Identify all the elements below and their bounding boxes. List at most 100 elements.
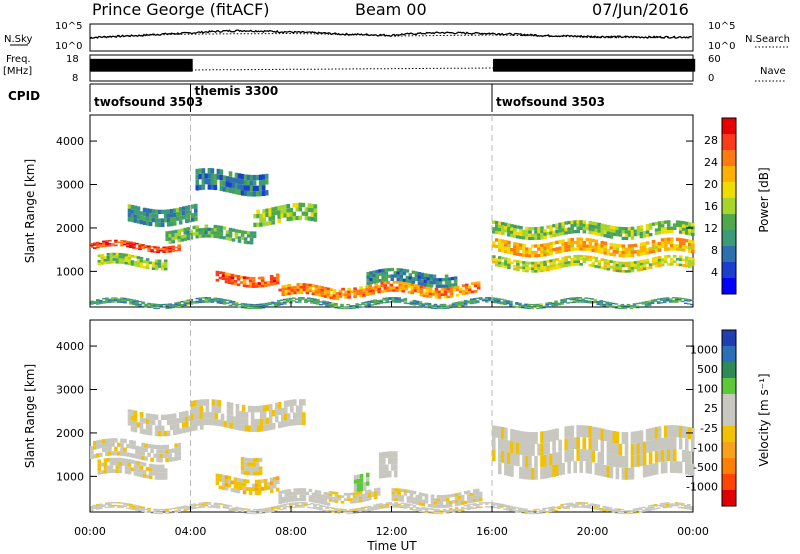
heatmap-cell [198,300,203,302]
heatmap-cell [440,290,445,294]
heatmap-cell [555,464,559,477]
heatmap-cell [382,504,387,506]
heatmap-cell [129,244,133,247]
heatmap-cell [439,498,444,502]
colorbar-tick-label: 8 [711,244,718,257]
heatmap-cell [326,492,331,496]
heatmap-cell [105,300,109,302]
heatmap-cell [564,242,568,246]
heatmap-cell [346,498,351,501]
heatmap-cell [263,284,268,287]
heatmap-cell [364,301,368,303]
heatmap-cell [409,496,414,501]
heatmap-cell [516,249,520,253]
heatmap-cell [394,506,399,508]
heatmap-cell [662,503,667,506]
heatmap-cell [390,277,395,281]
heatmap-cell [463,500,468,505]
heatmap-cell [165,246,169,248]
heatmap-cell [305,291,310,295]
heatmap-cell [115,469,120,473]
heatmap-cell [674,502,679,504]
heatmap-cell [207,227,212,231]
heatmap-cell [375,269,379,274]
heatmap-cell [478,503,483,506]
heatmap-cell [498,245,502,249]
heatmap-cell [192,504,197,507]
heatmap-cell [656,507,661,509]
colorbar-swatch [722,278,736,295]
heatmap-cell [153,306,157,308]
heatmap-cell [188,415,192,421]
heatmap-cell [605,506,610,508]
heatmap-cell [112,461,117,466]
heatmap-cell [570,263,574,267]
heatmap-cell [147,507,151,510]
heatmap-cell [449,286,454,290]
heatmap-cell [222,236,227,240]
heatmap-cell [591,426,596,439]
heatmap-cell [314,293,319,296]
heatmap-cell [191,213,195,218]
heatmap-cell [492,255,496,258]
heatmap-cell [507,266,511,269]
heatmap-cell [581,301,585,303]
heatmap-cell [561,259,565,263]
heatmap-cell [602,510,607,512]
heatmap-cell [313,506,317,508]
heatmap-cell [522,247,526,251]
heatmap-cell [210,227,215,232]
heatmap-cell [681,241,686,246]
heatmap-cell [691,229,695,233]
heatmap-cell [286,212,291,217]
heatmap-cell [274,206,278,211]
heatmap-cell [425,286,430,290]
heatmap-cell [491,502,495,504]
heatmap-cell [278,500,282,504]
heatmap-cell [314,290,319,293]
heatmap-cell [495,425,499,438]
heatmap-cell [142,220,147,225]
heatmap-cell [160,464,165,469]
heatmap-cell [328,301,332,304]
heatmap-cell [491,505,495,507]
heatmap-cell [488,502,492,504]
heatmap-cell [491,301,495,303]
heatmap-cell [472,507,477,509]
heatmap-cell [151,261,156,265]
heatmap-cell [141,244,145,246]
heatmap-cell [485,297,489,299]
heatmap-cell [133,218,138,223]
heatmap-cell [688,232,692,236]
heatmap-cell [234,509,239,511]
heatmap-cell [394,491,399,495]
colorbar-tick-label: 12 [704,222,718,235]
heatmap-cell [356,487,361,492]
heatmap-cell [301,202,306,208]
heatmap-cell [377,285,381,288]
heatmap-cell [537,443,541,456]
heatmap-cell [582,220,587,224]
heatmap-cell [510,465,514,477]
freq-unit-label: [MHz] [3,66,32,77]
heatmap-cell [469,499,474,503]
heatmap-cell [534,233,538,237]
heatmap-cell [585,449,590,462]
heatmap-cell [675,247,680,251]
heatmap-cell [126,443,130,449]
heatmap-cell [525,264,529,267]
heatmap-cell [501,450,505,463]
heatmap-cell [171,245,175,248]
heatmap-cell [596,507,601,509]
heatmap-cell [151,464,156,468]
heatmap-cell [380,290,384,293]
heatmap-cell [548,301,552,304]
heatmap-cell [234,506,239,509]
heatmap-cell [272,276,277,280]
heatmap-cell [413,286,418,290]
heatmap-cell [105,301,109,304]
heatmap-cell [374,283,378,286]
heatmap-cell [600,266,605,270]
heatmap-cell [108,298,112,300]
heatmap-cell [497,302,501,304]
